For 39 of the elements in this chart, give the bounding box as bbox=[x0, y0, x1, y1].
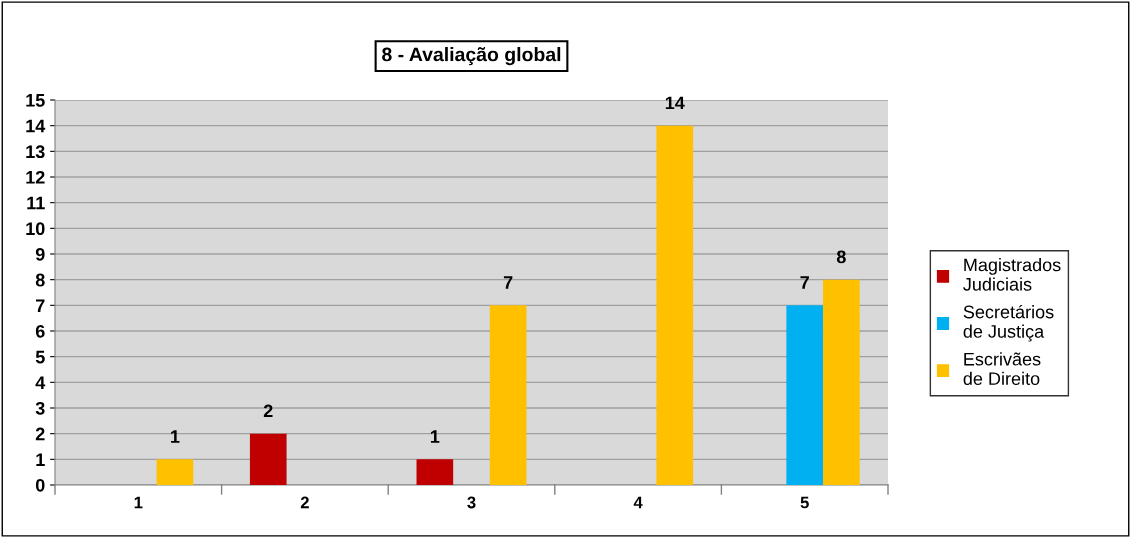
data-label: 7 bbox=[503, 276, 513, 289]
y-tick-label: 12 bbox=[26, 170, 45, 184]
bar bbox=[656, 125, 694, 485]
bar bbox=[156, 459, 194, 485]
y-tick-label: 7 bbox=[36, 299, 45, 312]
y-tick-label: 6 bbox=[35, 324, 45, 338]
legend-label: Secretários de Justiça bbox=[963, 304, 1054, 342]
legend-label: Escrivães de Direito bbox=[963, 352, 1041, 386]
bar bbox=[249, 433, 287, 485]
chart-title: 8 - Avaliação global bbox=[382, 47, 561, 66]
y-tick-label: 15 bbox=[26, 94, 45, 107]
x-tick-label: 3 bbox=[467, 496, 476, 509]
x-tick-label: 5 bbox=[800, 496, 809, 509]
y-tick-label: 2 bbox=[35, 427, 45, 441]
y-tick-label: 10 bbox=[26, 222, 45, 236]
y-tick-label: 3 bbox=[35, 401, 45, 415]
data-label: 7 bbox=[800, 276, 809, 289]
y-tick-label: 9 bbox=[35, 247, 45, 261]
data-label: 14 bbox=[665, 96, 685, 110]
bar bbox=[489, 305, 527, 485]
x-tick-label: 2 bbox=[300, 496, 309, 509]
data-label: 2 bbox=[263, 404, 273, 418]
y-tick-label: 4 bbox=[35, 376, 46, 389]
y-tick-label: 8 bbox=[35, 273, 45, 287]
y-tick-label: 14 bbox=[26, 119, 46, 133]
x-tick-label: 4 bbox=[633, 496, 643, 509]
y-tick-label: 0 bbox=[35, 478, 45, 492]
legend-label: Magistrados Judiciais bbox=[963, 258, 1061, 291]
y-tick-label: 1 bbox=[36, 453, 45, 466]
bar bbox=[823, 279, 860, 485]
y-tick-label: 11 bbox=[27, 196, 45, 210]
data-label: 8 bbox=[836, 250, 846, 264]
y-tick-label: 13 bbox=[26, 145, 45, 159]
x-tick-label: 1 bbox=[134, 496, 143, 509]
data-label: 1 bbox=[430, 430, 440, 443]
bar bbox=[416, 459, 454, 485]
bar bbox=[786, 305, 824, 485]
y-tick-label: 5 bbox=[35, 350, 45, 364]
data-label: 1 bbox=[171, 430, 180, 443]
